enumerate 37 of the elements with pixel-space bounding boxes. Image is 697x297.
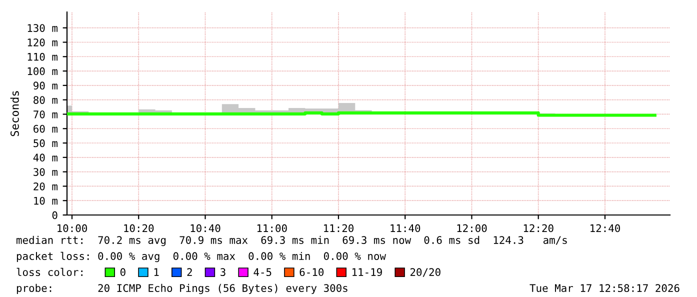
legend-label: 1 [154, 268, 159, 276]
y-tick-label: 60 m [34, 124, 58, 133]
legend-label: 4-5 [254, 268, 272, 276]
y-tick-label: 80 m [34, 96, 58, 104]
legend-label: 20/20 [410, 268, 440, 277]
y-tick-label: 0 [52, 211, 58, 220]
y-tick-label: 120 m [28, 38, 58, 46]
x-tick-label: 12:40 [590, 224, 620, 232]
legend-label: 6-10 [300, 268, 324, 276]
x-tick-label: 11:40 [390, 224, 420, 232]
y-tick-label: 70 m [34, 110, 58, 118]
x-tick-label: 10:20 [124, 224, 154, 232]
y-tick-label: 50 m [34, 139, 58, 148]
legend-label: 2 [187, 268, 192, 276]
x-tick-label: 10:40 [190, 224, 220, 232]
legend-label: 11-19 [352, 268, 382, 276]
y-tick-label: 10 m [34, 196, 58, 205]
y-tick-label: 90 m [34, 82, 58, 90]
y-tick-label: 20 m [34, 182, 58, 190]
x-tick-label: 12:20 [524, 224, 554, 232]
y-tick-label: 110 m [28, 52, 58, 61]
x-tick-label: 11:20 [324, 224, 354, 232]
y-tick-label: 100 m [28, 67, 58, 76]
y-tick-label: 30 m [34, 168, 58, 176]
x-tick-label: 10:00 [58, 224, 87, 232]
legend-label: 3 [220, 268, 226, 276]
legend-label: 0 [120, 268, 126, 276]
text: packet loss: 0.00 % avg 0.00 % max 0.00 % min 0.00 % now [16, 252, 386, 262]
x-tick-label: 12:00 [457, 224, 487, 232]
text: Tue Mar 17 12:58:17 2026 [530, 284, 680, 292]
text: probe: 20 ICMP Echo Pings (56 Bytes) every 300s [16, 284, 348, 294]
text: median rtt: 70.2 ms avg 70.9 ms max 69.3 ms min 69.3 ms now 0.6 ms sd 124.3 am/s [16, 236, 567, 246]
y-axis-title: Seconds [10, 91, 19, 136]
x-tick-label: 11:00 [257, 224, 287, 232]
y-tick-label: 130 m [28, 24, 58, 32]
legend-title: loss color: [16, 268, 82, 276]
y-tick-label: 40 m [33, 154, 58, 162]
